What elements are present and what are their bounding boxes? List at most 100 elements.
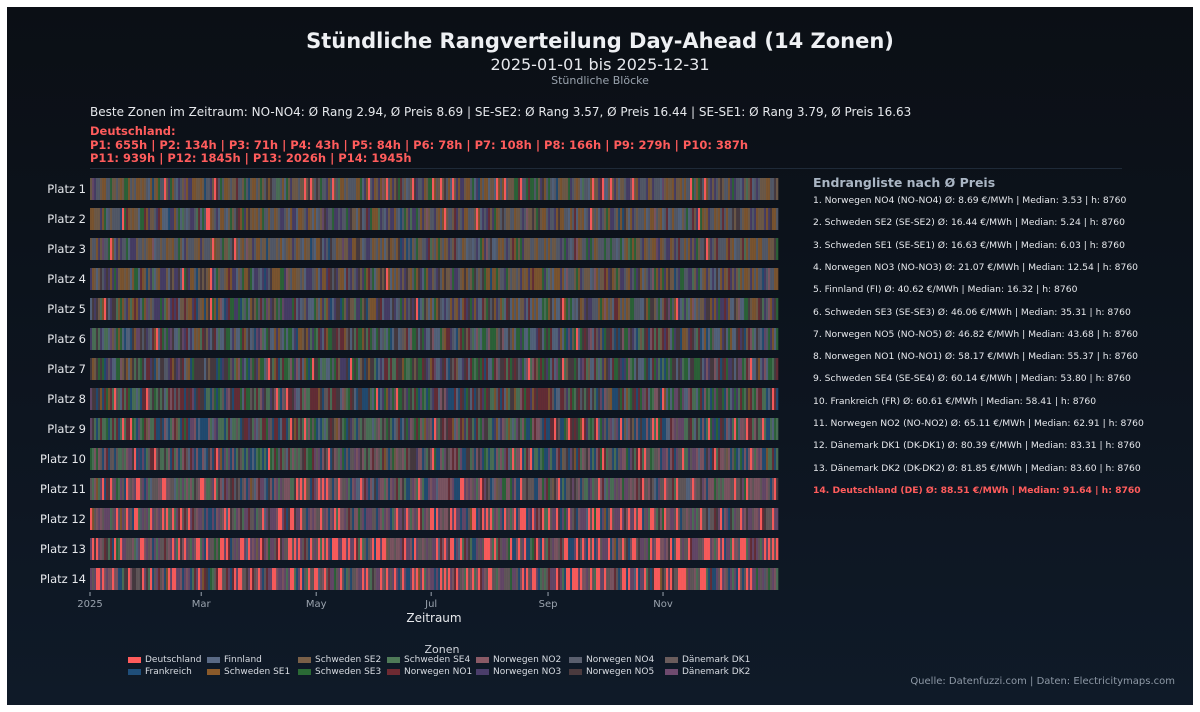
heatmap-cell (514, 478, 517, 500)
heatmap-cell (250, 418, 253, 440)
heatmap-cell (554, 328, 557, 350)
heatmap-cell (620, 208, 623, 230)
heatmap-cell (128, 448, 131, 470)
heatmap-cell (668, 178, 671, 200)
heatmap-cell (312, 298, 315, 320)
heatmap-cell (456, 448, 459, 470)
heatmap-cell (322, 298, 325, 320)
heatmap-cell (650, 568, 653, 590)
heatmap-cell (286, 238, 289, 260)
heatmap-cell (512, 268, 515, 290)
heatmap-cell (734, 268, 737, 290)
heatmap-cell (636, 238, 639, 260)
heatmap-cell (712, 508, 715, 530)
heatmap-cell (340, 388, 343, 410)
heatmap-cell (734, 328, 737, 350)
heatmap-cell (134, 418, 137, 440)
heatmap-cell (414, 238, 417, 260)
heatmap-cell (290, 538, 293, 560)
heatmap-cell (744, 538, 747, 560)
heatmap-cell (270, 268, 273, 290)
heatmap-cell (634, 418, 637, 440)
heatmap-cell (740, 448, 743, 470)
heatmap-cell (242, 358, 245, 380)
heatmap-cell (690, 418, 693, 440)
heatmap-cell (560, 268, 563, 290)
heatmap-cell (334, 388, 337, 410)
heatmap-cell (370, 208, 373, 230)
heatmap-cell (186, 538, 189, 560)
heatmap-cell (250, 568, 253, 590)
heatmap-cell (740, 478, 743, 500)
heatmap-cell (734, 478, 737, 500)
heatmap-cell (456, 538, 459, 560)
heatmap-cell (406, 508, 409, 530)
heatmap-cell (126, 388, 129, 410)
heatmap-cell (612, 508, 615, 530)
heatmap-cell (104, 538, 107, 560)
heatmap-cell (230, 328, 233, 350)
heatmap-cell (506, 478, 509, 500)
heatmap-cell (132, 208, 135, 230)
heatmap-cell (394, 478, 397, 500)
heatmap-row (90, 298, 779, 320)
heatmap-cell (276, 508, 279, 530)
heatmap-cell (772, 538, 775, 560)
heatmap-cell (346, 268, 349, 290)
heatmap-cell (224, 328, 227, 350)
heatmap-cell (286, 418, 289, 440)
heatmap-cell (520, 388, 523, 410)
heatmap-cell (158, 478, 161, 500)
heatmap-cell (352, 448, 355, 470)
heatmap-cell (190, 568, 193, 590)
heatmap-cell (408, 538, 411, 560)
heatmap-cell (350, 298, 353, 320)
heatmap-cell (442, 328, 445, 350)
heatmap-cell (434, 208, 437, 230)
heatmap-cell (494, 298, 497, 320)
heatmap-cell (150, 508, 153, 530)
heatmap-cell (538, 208, 541, 230)
heatmap-cell (730, 178, 733, 200)
heatmap-cell (248, 358, 251, 380)
heatmap-cell (460, 178, 463, 200)
heatmap-cell (130, 298, 133, 320)
heatmap-cell (304, 508, 307, 530)
heatmap-cell (238, 238, 241, 260)
heatmap-cell (586, 478, 589, 500)
heatmap-cell (760, 478, 763, 500)
heatmap-cell (368, 268, 371, 290)
heatmap-cell (444, 418, 447, 440)
heatmap-cell (480, 358, 483, 380)
heatmap-cell (590, 238, 593, 260)
heatmap-cell (512, 418, 515, 440)
heatmap-cell (700, 358, 703, 380)
heatmap-cell (718, 268, 721, 290)
heatmap-cell (656, 418, 659, 440)
heatmap-cell (420, 268, 423, 290)
heatmap-cell (274, 328, 277, 350)
heatmap-cell (712, 268, 715, 290)
heatmap-cell (206, 568, 209, 590)
legend-item: Frankreich (128, 667, 192, 677)
heatmap-cell (508, 538, 511, 560)
heatmap-cell (396, 238, 399, 260)
heatmap-cell (366, 508, 369, 530)
heatmap-cell (624, 418, 627, 440)
heatmap-cell (774, 178, 777, 200)
heatmap-cell (738, 358, 741, 380)
heatmap-cell (426, 268, 429, 290)
heatmap-cell (426, 388, 429, 410)
heatmap-cell (480, 568, 483, 590)
heatmap-cell (150, 328, 153, 350)
heatmap-cell (146, 328, 149, 350)
heatmap-cell (722, 508, 725, 530)
heatmap-cell (666, 358, 669, 380)
heatmap-cell (94, 328, 97, 350)
heatmap-cell (494, 418, 497, 440)
heatmap-cell (604, 298, 607, 320)
heatmap-cell (302, 268, 305, 290)
heatmap-cell (150, 358, 153, 380)
heatmap-cell (702, 358, 705, 380)
heatmap-cell (220, 418, 223, 440)
